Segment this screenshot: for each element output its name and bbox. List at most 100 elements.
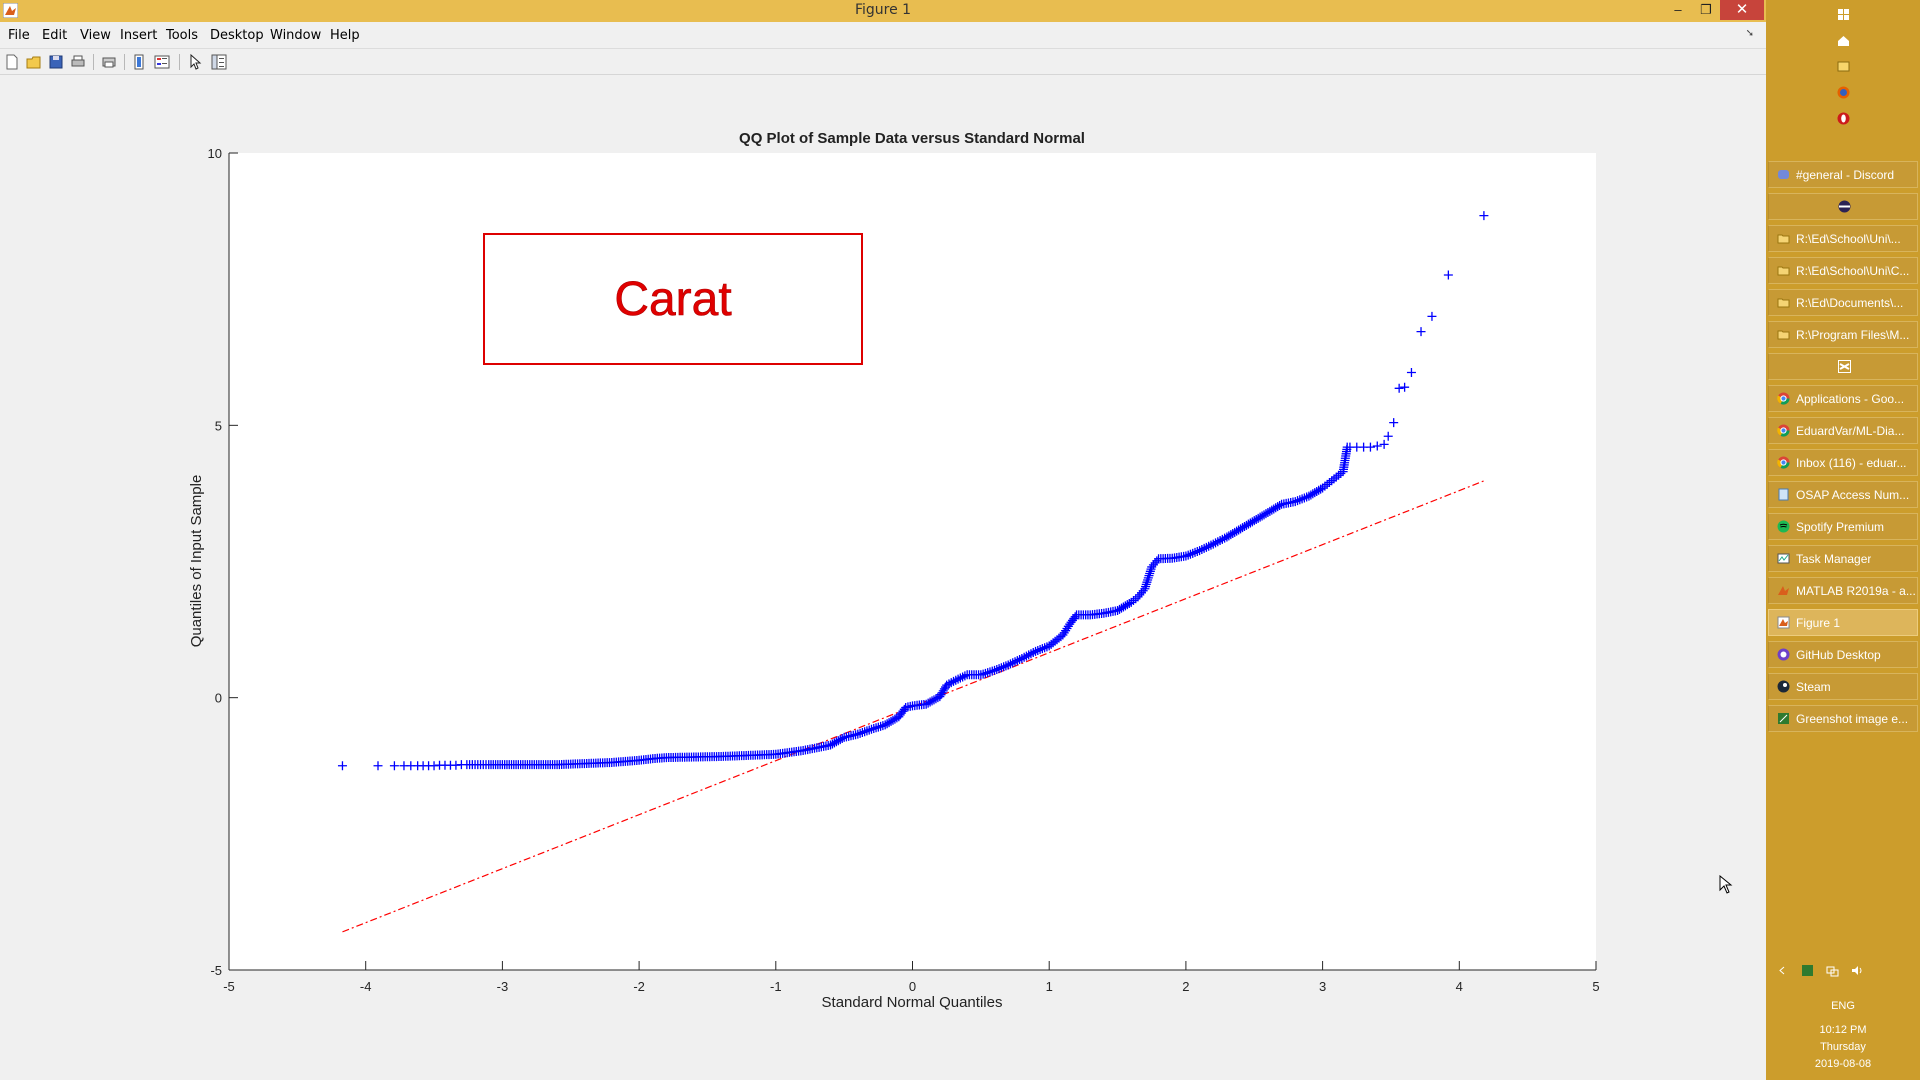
taskbar-item[interactable]: Inbox (116) - eduar... (1768, 449, 1918, 476)
x-tick-label: 5 (1592, 979, 1599, 994)
taskbar-item[interactable]: EduardVar/ML-Dia... (1768, 417, 1918, 444)
menu-window[interactable]: Window (270, 28, 322, 43)
taskbar-item[interactable] (1768, 353, 1918, 380)
taskbar-item[interactable]: Greenshot image e... (1768, 705, 1918, 732)
taskbar-item[interactable]: MATLAB R2019a - a... (1768, 577, 1918, 604)
tray-expand-icon[interactable] (1776, 964, 1790, 978)
data-point (939, 684, 949, 694)
taskbar-item[interactable]: R:\Ed\Documents\... (1768, 289, 1918, 316)
menu-desktop[interactable]: Desktop (210, 28, 264, 43)
maximize-button[interactable]: ❐ (1700, 2, 1712, 17)
save-icon[interactable] (47, 53, 65, 71)
data-point (1263, 507, 1273, 517)
taskbar-item[interactable]: Task Manager (1768, 545, 1918, 572)
data-point (978, 669, 988, 679)
greenshot-tray-icon[interactable] (1801, 964, 1815, 978)
x-tick-label: -1 (770, 979, 782, 994)
clock-date: 2019-08-08 (1814, 1058, 1872, 1070)
taskbar-item[interactable]: R:\Ed\School\Uni\C... (1768, 257, 1918, 284)
data-point (1010, 657, 1020, 667)
data-point (1126, 597, 1136, 607)
taskbar-item[interactable]: Applications - Goo... (1768, 385, 1918, 412)
qq-plot[interactable]: Carat -5 -4 -3 -2 -1 0 1 2 3 4 5 -5 0 5 10 QQ Plot of … (0, 76, 1766, 1080)
taskbar-item[interactable] (1768, 193, 1918, 220)
x-axis-label: Standard Normal Quantiles (822, 994, 1003, 1011)
taskbar-item[interactable]: Steam (1768, 673, 1918, 700)
data-point (1017, 653, 1027, 663)
data-point (1143, 573, 1153, 583)
title-bar[interactable]: Figure 1 – ❐ ✕ (0, 0, 1766, 22)
taskbar-item[interactable]: OSAP Access Num... (1768, 481, 1918, 508)
x-tick-label: 4 (1456, 979, 1463, 994)
menu-file[interactable]: File (8, 28, 30, 43)
minimize-button[interactable]: – (1674, 2, 1682, 17)
data-point (992, 665, 1002, 675)
volume-icon[interactable] (1851, 964, 1865, 978)
opera-icon[interactable] (1766, 104, 1920, 132)
open-file-icon[interactable] (25, 53, 43, 71)
data-points-layer (337, 211, 1489, 771)
data-point (1275, 500, 1285, 510)
data-point (880, 720, 890, 730)
dock-figure-button[interactable]: ➘ (1745, 28, 1754, 39)
data-point (994, 664, 1004, 674)
data-point (1141, 579, 1151, 589)
matlab-figure-icon (1777, 616, 1790, 629)
folder-icon (1777, 232, 1790, 245)
data-point (942, 680, 952, 690)
clock-time: 10:12 PM (1819, 1024, 1867, 1036)
pointer-icon[interactable] (186, 53, 204, 71)
file-manager-icon[interactable] (1766, 52, 1920, 80)
data-point (1019, 652, 1029, 662)
data-point (1181, 551, 1191, 561)
data-point (878, 721, 888, 731)
colorbar-icon[interactable] (131, 53, 149, 71)
network-icon[interactable] (1826, 964, 1840, 978)
home-icon[interactable] (1766, 26, 1920, 54)
data-point (938, 686, 948, 696)
print-preview-icon[interactable] (100, 53, 118, 71)
data-point (1479, 211, 1489, 221)
visual-studio-icon (1837, 360, 1851, 373)
legend-icon[interactable] (153, 53, 171, 71)
taskbar-item[interactable]: GitHub Desktop (1768, 641, 1918, 668)
close-button[interactable]: ✕ (1720, 0, 1764, 20)
data-point (1239, 521, 1249, 531)
data-point (1257, 511, 1267, 521)
x-tick-label: -4 (360, 979, 372, 994)
data-point (337, 761, 347, 771)
taskbar-item[interactable]: #general - Discord (1768, 161, 1918, 188)
data-point (1253, 513, 1263, 523)
language-indicator[interactable]: ENG (1831, 1000, 1855, 1012)
taskbar-item[interactable]: Spotify Premium (1768, 513, 1918, 540)
notepad-icon (1777, 488, 1790, 501)
windows-start-icon[interactable] (1766, 0, 1920, 28)
new-figure-icon[interactable] (3, 53, 21, 71)
menu-view[interactable]: View (80, 28, 111, 43)
menu-edit[interactable]: Edit (42, 28, 68, 43)
menu-help[interactable]: Help (330, 28, 360, 43)
data-point (1140, 584, 1150, 594)
annotation-box[interactable]: Carat (483, 233, 863, 365)
print-icon[interactable] (69, 53, 87, 71)
axes-area[interactable] (229, 153, 1596, 970)
property-editor-icon[interactable] (210, 53, 228, 71)
data-point (987, 666, 997, 676)
discord-icon (1777, 168, 1790, 181)
data-point (1400, 382, 1410, 392)
clock[interactable]: 10:12 PM Thursday 2019-08-08 (1766, 1022, 1920, 1073)
taskbar-item[interactable]: Figure 1 (1768, 609, 1918, 636)
data-point (373, 761, 383, 771)
menu-insert[interactable]: Insert (120, 28, 158, 43)
data-point (862, 726, 872, 736)
data-point (1005, 659, 1015, 669)
mouse-cursor (1719, 874, 1735, 895)
data-point (1232, 526, 1242, 536)
taskbar-item[interactable]: R:\Program Files\M... (1768, 321, 1918, 348)
data-point (921, 699, 931, 709)
data-point (1365, 442, 1375, 452)
github-desktop-icon (1777, 648, 1790, 661)
menu-tools[interactable]: Tools (166, 28, 199, 43)
firefox-icon[interactable] (1766, 78, 1920, 106)
taskbar-item[interactable]: R:\Ed\School\Uni\... (1768, 225, 1918, 252)
